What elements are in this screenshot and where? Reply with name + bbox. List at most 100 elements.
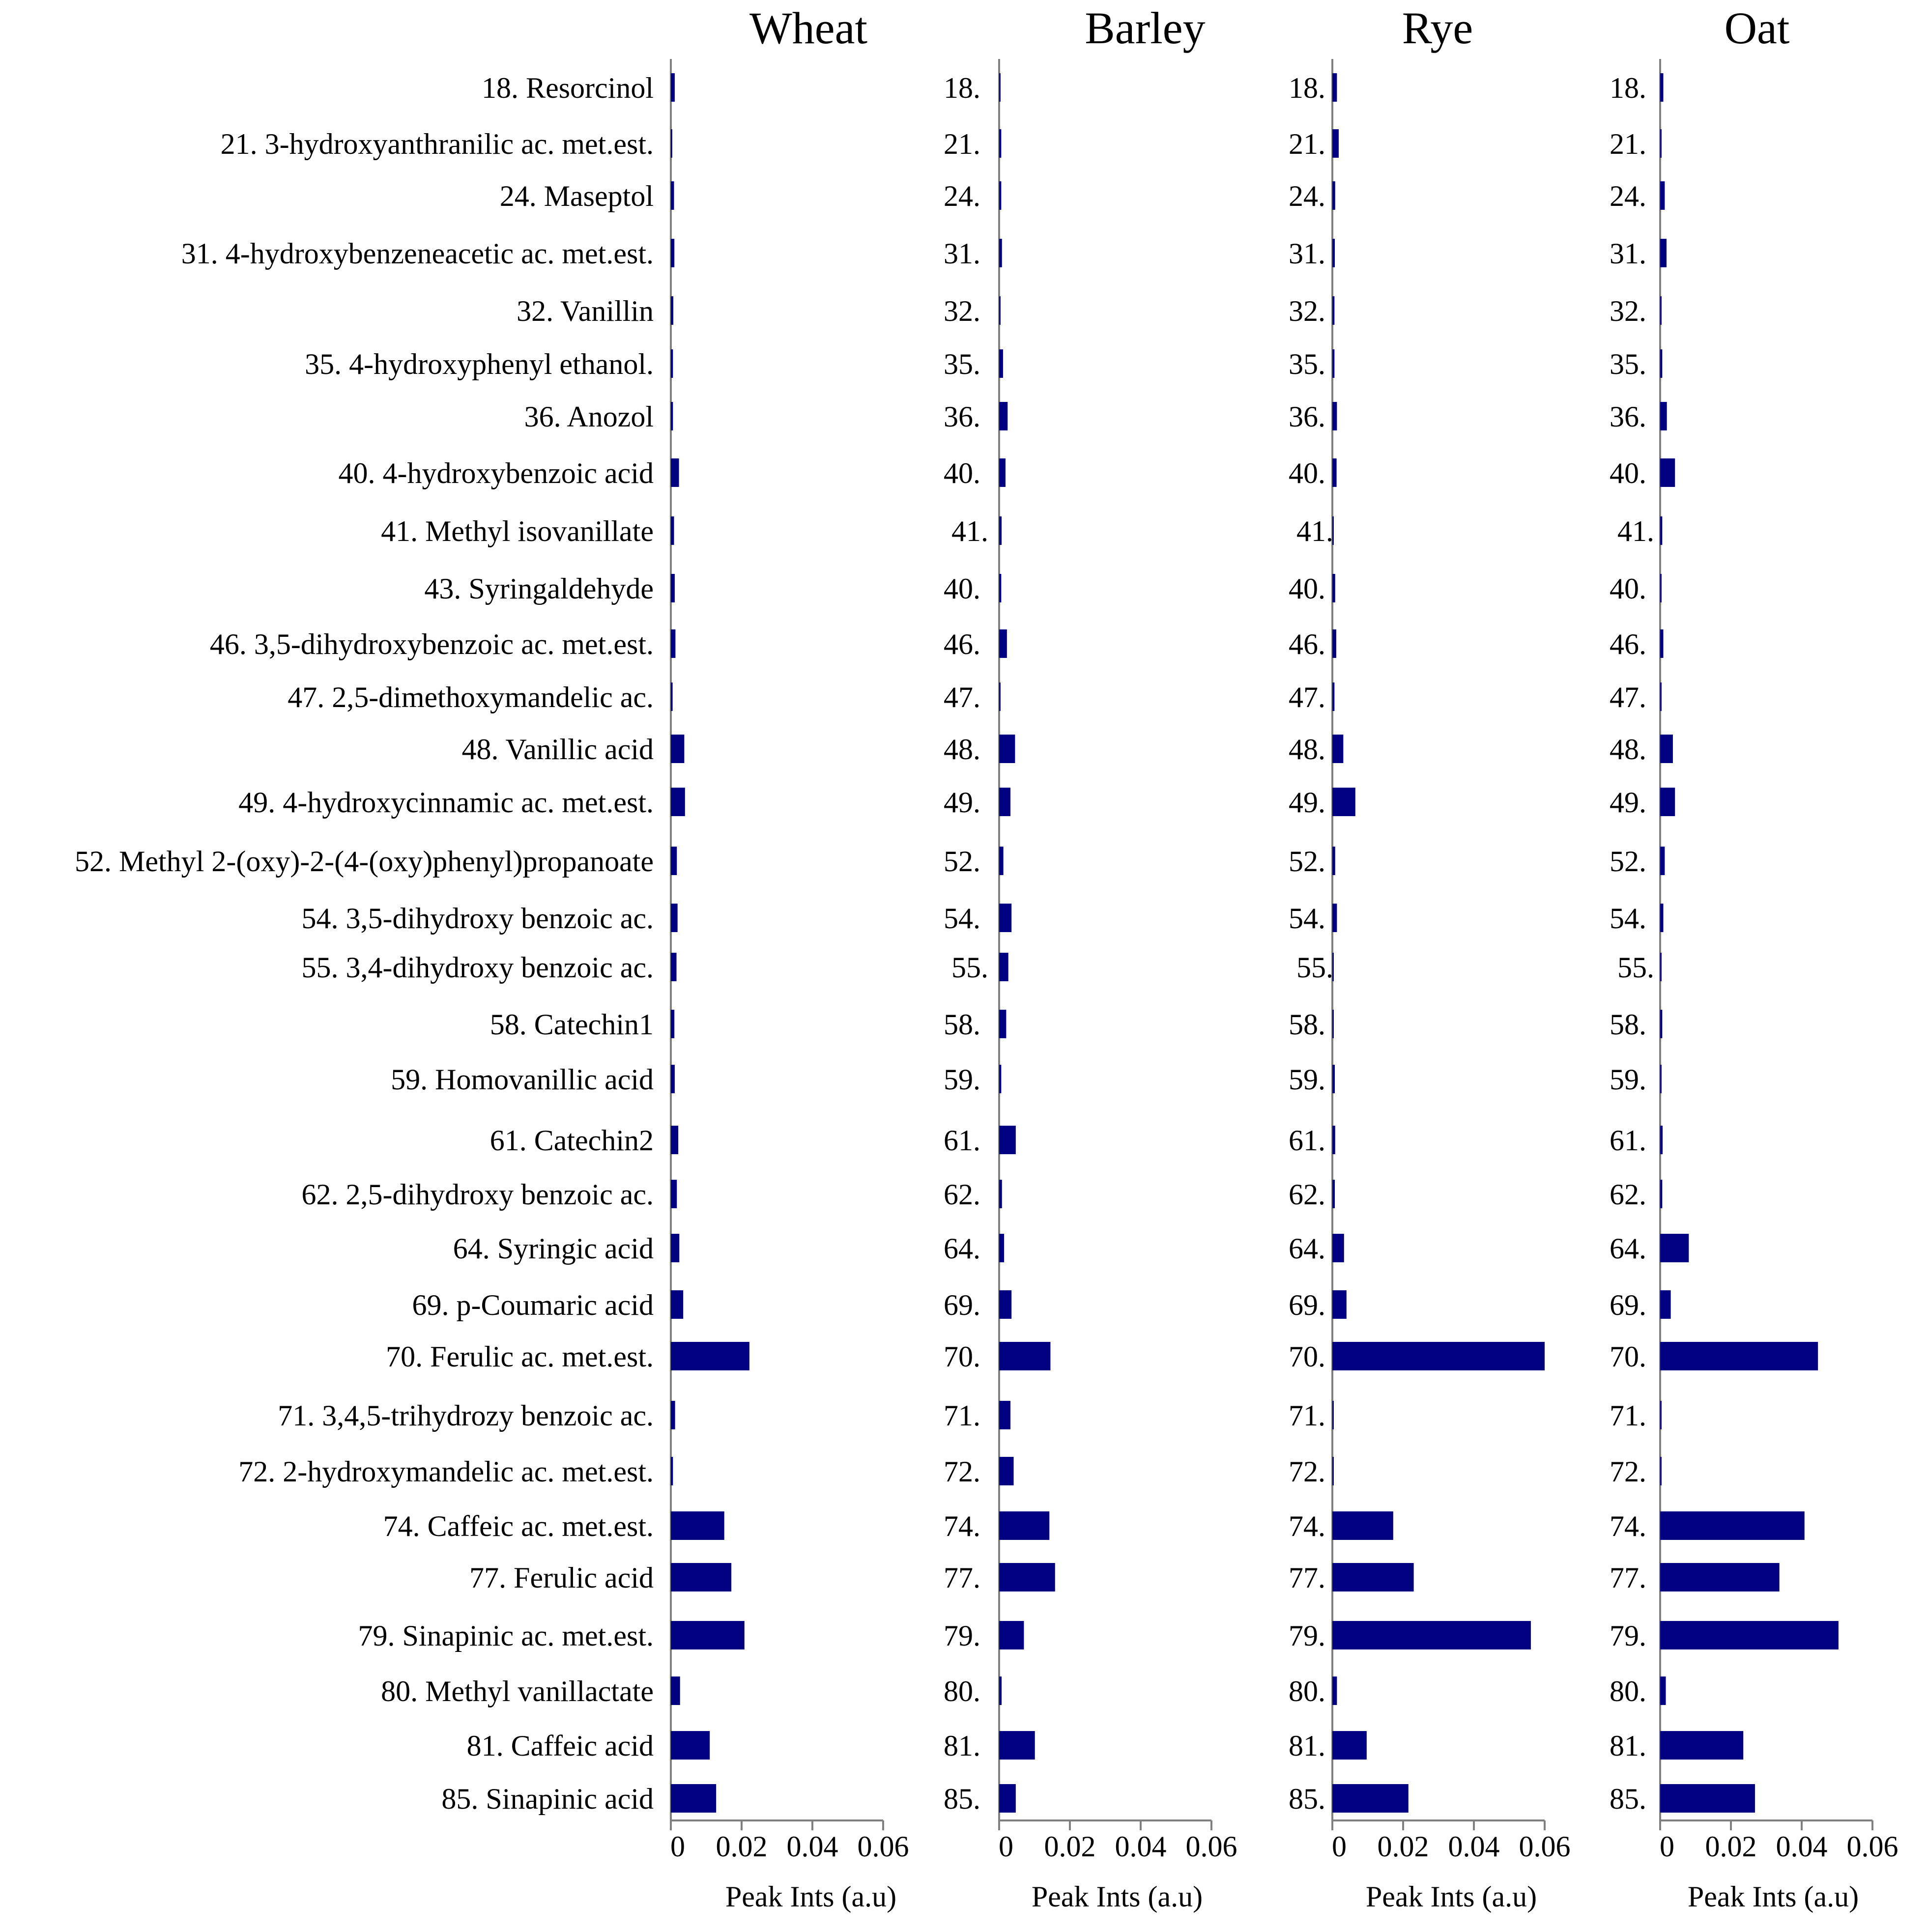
bar-rye	[1332, 1126, 1335, 1154]
category-label-rye: 81.	[1289, 1730, 1325, 1762]
bar-barley	[999, 129, 1002, 158]
category-label-wheat: 71. 3,4,5-trihydrozy benzoic ac.	[278, 1399, 654, 1432]
category-label-rye: 48.	[1289, 733, 1325, 766]
category-label-wheat: 72. 2-hydroxymandelic ac. met.est.	[238, 1455, 654, 1488]
x-tick-label-rye: 0.06	[1519, 1830, 1571, 1863]
bar-oat	[1660, 629, 1664, 658]
bar-wheat	[671, 1401, 675, 1429]
category-label-barley: 54.	[944, 902, 980, 935]
category-label-rye: 55.	[1296, 951, 1333, 984]
x-axis-label-rye: Peak Ints (a.u)	[1366, 1880, 1537, 1913]
bar-rye	[1332, 1401, 1334, 1429]
category-label-barley: 32.	[944, 295, 980, 327]
category-label-oat: 80.	[1610, 1675, 1646, 1707]
bar-rye	[1332, 1676, 1337, 1705]
category-label-wheat: 36. Anozol	[524, 400, 654, 433]
bar-rye	[1332, 1342, 1545, 1370]
bar-oat	[1660, 1457, 1662, 1485]
bar-wheat	[671, 181, 674, 210]
category-label-oat: 85.	[1610, 1783, 1646, 1815]
bar-oat	[1660, 181, 1665, 210]
x-tick-label-oat: 0	[1660, 1830, 1674, 1863]
category-label-rye: 52.	[1289, 845, 1325, 878]
bar-rye	[1332, 239, 1335, 267]
category-label-wheat: 62. 2,5-dihydroxy benzoic ac.	[302, 1178, 654, 1211]
bar-barley	[999, 1563, 1055, 1591]
bar-barley	[999, 458, 1006, 487]
bar-rye	[1332, 458, 1337, 487]
category-label-rye: 70.	[1289, 1340, 1325, 1373]
category-label-wheat: 35. 4-hydroxyphenyl ethanol.	[305, 348, 654, 380]
bar-wheat	[671, 629, 676, 658]
x-tick-label-wheat: 0	[670, 1830, 685, 1863]
x-tick-label-wheat: 0.06	[858, 1830, 909, 1863]
bar-wheat	[671, 1563, 732, 1591]
category-label-wheat: 32. Vanillin	[517, 295, 654, 327]
category-label-oat: 72.	[1610, 1455, 1646, 1488]
x-tick-label-rye: 0.04	[1448, 1830, 1500, 1863]
x-tick-label-barley: 0.04	[1115, 1830, 1167, 1863]
x-axis-label-wheat: Peak Ints (a.u)	[725, 1880, 896, 1913]
bar-wheat	[671, 788, 685, 816]
category-label-oat: 59.	[1610, 1063, 1646, 1096]
category-label-oat: 40.	[1610, 572, 1646, 605]
category-label-wheat: 58. Catechin1	[490, 1008, 654, 1041]
bar-rye	[1332, 574, 1335, 602]
bar-rye	[1332, 1563, 1414, 1591]
bar-barley	[999, 181, 1002, 210]
bar-barley	[999, 574, 1002, 602]
category-label-wheat: 69. p-Coumaric acid	[412, 1289, 654, 1321]
bar-wheat	[671, 1511, 724, 1540]
bar-oat	[1660, 1010, 1663, 1038]
bar-wheat	[671, 239, 675, 267]
category-label-oat: 48.	[1610, 733, 1646, 766]
category-label-barley: 70.	[944, 1340, 980, 1373]
category-label-wheat: 85. Sinapinic acid	[441, 1783, 654, 1815]
bar-barley	[999, 1457, 1014, 1485]
bar-wheat	[671, 1784, 717, 1813]
category-label-barley: 58.	[944, 1008, 980, 1041]
x-tick-label-barley: 0.02	[1044, 1830, 1096, 1863]
panel-title-rye: Rye	[1402, 3, 1473, 53]
bar-barley	[999, 1065, 1002, 1093]
category-label-oat: 18.	[1610, 72, 1646, 104]
bar-oat	[1660, 516, 1663, 545]
bar-rye	[1332, 1784, 1409, 1813]
category-label-barley: 47.	[944, 681, 980, 713]
category-label-rye: 64.	[1289, 1232, 1325, 1265]
bar-wheat	[671, 1065, 675, 1093]
category-label-wheat: 43. Syringaldehyde	[424, 572, 654, 605]
category-label-rye: 72.	[1289, 1455, 1325, 1488]
category-label-wheat: 70. Ferulic ac. met.est.	[386, 1340, 654, 1373]
bar-barley	[999, 1731, 1035, 1760]
bar-wheat	[671, 458, 679, 487]
category-label-wheat: 64. Syringic acid	[453, 1232, 654, 1265]
bar-oat	[1660, 458, 1675, 487]
category-label-barley: 80.	[944, 1675, 980, 1707]
category-label-barley: 40.	[944, 572, 980, 605]
category-label-barley: 74.	[944, 1510, 980, 1542]
bar-rye	[1332, 181, 1335, 210]
bar-wheat	[671, 1457, 673, 1485]
category-label-oat: 81.	[1610, 1730, 1646, 1762]
panel-title-wheat: Wheat	[749, 3, 868, 53]
category-label-rye: 40.	[1289, 457, 1325, 489]
bar-barley	[999, 682, 1001, 711]
bar-barley	[999, 73, 1001, 102]
bar-wheat	[671, 682, 673, 711]
bar-wheat	[671, 402, 673, 430]
category-label-barley: 69.	[944, 1289, 980, 1321]
bar-wheat	[671, 847, 677, 875]
bar-rye	[1332, 1010, 1334, 1038]
bar-rye	[1332, 1234, 1344, 1262]
category-label-barley: 36.	[944, 400, 980, 433]
bar-barley	[999, 296, 1001, 325]
category-label-barley: 59.	[944, 1063, 980, 1096]
category-label-barley: 31.	[944, 237, 980, 270]
category-label-wheat: 49. 4-hydroxycinnamic ac. met.est.	[238, 786, 654, 819]
bar-barley	[999, 402, 1008, 430]
category-label-rye: 24.	[1289, 180, 1325, 212]
category-label-oat: 74.	[1610, 1510, 1646, 1542]
category-label-wheat: 74. Caffeic ac. met.est.	[383, 1510, 654, 1542]
bar-oat	[1660, 1180, 1663, 1208]
